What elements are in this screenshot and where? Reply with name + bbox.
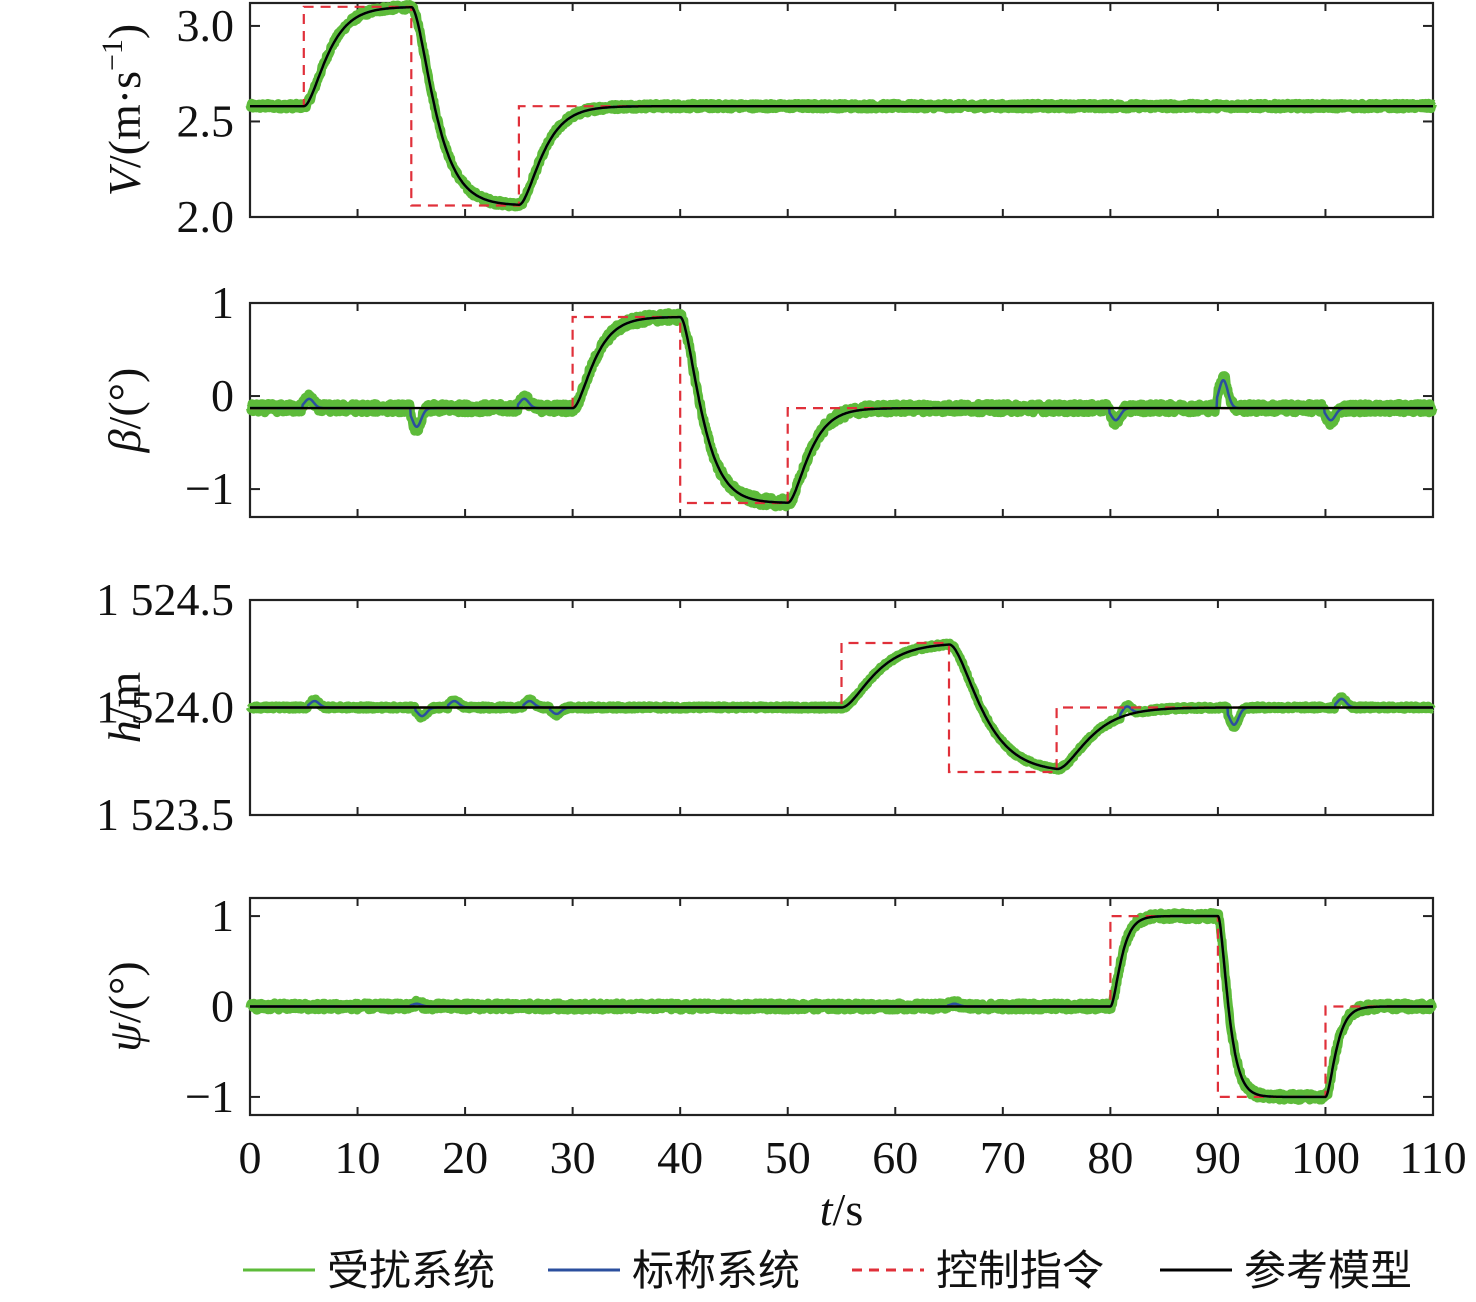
x-tick-label: 0 bbox=[239, 1132, 262, 1183]
x-tick-label: 30 bbox=[550, 1132, 596, 1183]
legend-label-command: 控制指令 bbox=[936, 1246, 1104, 1295]
series-command-line bbox=[250, 641, 1433, 774]
y-tick-label: 1 bbox=[211, 890, 234, 941]
legend-label-reference: 参考模型 bbox=[1244, 1246, 1412, 1295]
panel-3: 1 523.5 1 524.0 1 524.5 h/m bbox=[96, 574, 1437, 840]
y-tick-label: 0 bbox=[211, 981, 234, 1032]
y-tick-label: 2.5 bbox=[177, 95, 235, 146]
y-axis-label: β/(°) bbox=[99, 368, 150, 454]
y-axis-label: V/(m·s−1) bbox=[96, 24, 150, 196]
x-tick-label: 10 bbox=[335, 1132, 381, 1183]
x-tick-label: 50 bbox=[765, 1132, 811, 1183]
x-tick-label: 110 bbox=[1399, 1132, 1466, 1183]
series-command-line bbox=[250, 315, 1433, 505]
y-tick-label: 0 bbox=[211, 370, 234, 421]
legend-label-disturbed: 受扰系统 bbox=[327, 1246, 495, 1295]
legend: 受扰系统 标称系统 控制指令 参考模型 bbox=[243, 1246, 1412, 1295]
y-tick-label: 3.0 bbox=[177, 0, 235, 51]
series-reference-line bbox=[250, 643, 1433, 771]
y-axis-label: h/m bbox=[99, 672, 150, 744]
y-tick-label: −1 bbox=[185, 463, 234, 514]
x-tick-label: 60 bbox=[872, 1132, 918, 1183]
x-tick-label: 90 bbox=[1195, 1132, 1241, 1183]
series-reference-line bbox=[250, 6, 1433, 206]
y-axis-label: ψ/(°) bbox=[99, 961, 150, 1051]
y-tick-label: 1 524.0 bbox=[96, 682, 234, 733]
x-tick-label: 40 bbox=[657, 1132, 703, 1183]
y-tick-label: 1 523.5 bbox=[96, 789, 234, 840]
x-tick-label: 80 bbox=[1087, 1132, 1133, 1183]
x-tick-label: 70 bbox=[980, 1132, 1026, 1183]
y-tick-label: −1 bbox=[185, 1071, 234, 1122]
series-reference-line bbox=[250, 315, 1433, 504]
series-command-line bbox=[250, 915, 1433, 1098]
panel-2: −1 0 1 β/(°) bbox=[99, 277, 1438, 519]
series-reference-line bbox=[250, 914, 1433, 1099]
panel-1: 2.0 2.5 3.0 V/(m·s−1) bbox=[96, 0, 1437, 242]
y-tick-label: 1 bbox=[211, 277, 234, 328]
y-tick-label: 2.0 bbox=[177, 191, 235, 242]
x-axis-label: t/s bbox=[820, 1184, 863, 1235]
x-tick-label: 20 bbox=[442, 1132, 488, 1183]
y-tick-label: 1 524.5 bbox=[96, 574, 234, 625]
x-tick-label: 100 bbox=[1291, 1132, 1360, 1183]
series-command-line bbox=[250, 5, 1433, 207]
legend-label-nominal: 标称系统 bbox=[632, 1246, 800, 1295]
